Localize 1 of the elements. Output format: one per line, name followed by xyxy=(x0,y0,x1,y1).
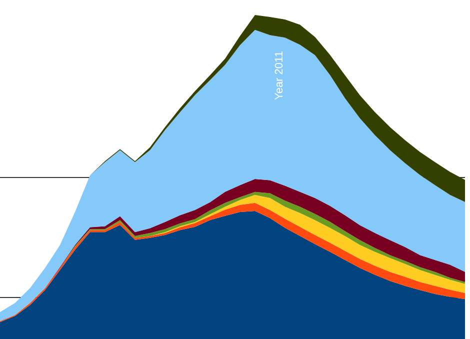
annotation: Year 2011 xyxy=(274,51,286,100)
